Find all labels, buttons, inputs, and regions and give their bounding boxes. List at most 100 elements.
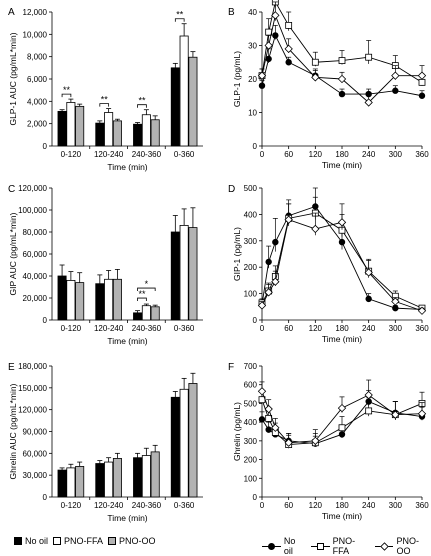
y-tick-label: 120,000 — [18, 184, 47, 193]
x-tick-label: 240 — [362, 324, 376, 333]
x-tick-label: 240-360 — [132, 501, 162, 510]
bar — [170, 67, 180, 147]
x-tick-label: 240 — [362, 501, 376, 510]
data-point — [257, 387, 267, 396]
bar — [104, 278, 114, 321]
bar — [141, 114, 151, 147]
x-tick-label: 240-360 — [132, 324, 162, 333]
data-point — [338, 57, 346, 64]
x-axis-title: Time (min) — [107, 513, 147, 523]
data-point — [265, 414, 273, 422]
data-point — [271, 277, 280, 286]
panel-letter: C — [8, 184, 15, 195]
x-tick-label: 0-360 — [174, 501, 195, 510]
y-tick-label: 100 — [244, 290, 258, 299]
panel-letter: E — [8, 362, 15, 373]
bar — [112, 458, 122, 498]
open-diamond-marker-icon — [374, 541, 394, 551]
data-point — [264, 288, 273, 297]
y-tick-label: 20 — [248, 75, 257, 84]
y-tick-label: 300 — [244, 237, 258, 246]
bar-legend-label: No oil — [25, 536, 49, 546]
open-square-marker-icon — [310, 542, 330, 551]
y-tick-label: 150,000 — [18, 384, 47, 393]
line-legend-label: No oil — [283, 536, 296, 556]
x-axis-title: Time (min) — [107, 162, 147, 172]
y-tick-label: 400 — [244, 210, 258, 219]
x-tick-label: 120-240 — [94, 150, 124, 159]
y-tick-label: 120,000 — [18, 406, 47, 415]
y-tick-label: 200 — [244, 456, 258, 465]
y-tick-label: 90,000 — [23, 428, 48, 437]
data-point — [311, 436, 320, 446]
y-tick-label: 700 — [244, 362, 258, 371]
data-point — [365, 295, 372, 303]
data-point — [258, 82, 266, 89]
data-point — [392, 87, 399, 94]
bar — [179, 35, 189, 147]
data-point — [364, 268, 373, 277]
data-point — [391, 410, 400, 419]
significance-bracket — [61, 93, 72, 98]
line-legend-item-pno-ffa: PNO-FFA — [310, 536, 370, 556]
x-tick-label: 240 — [362, 150, 376, 159]
y-tick-label: 30,000 — [23, 471, 48, 480]
data-point — [338, 431, 346, 438]
significance-label: ** — [101, 95, 109, 105]
bar — [95, 122, 105, 147]
data-point — [258, 416, 266, 423]
y-tick-label: 4,000 — [27, 97, 48, 106]
bar — [95, 283, 105, 321]
x-axis-title: Time (min) — [322, 160, 362, 170]
x-tick-label: 0-120 — [61, 501, 82, 510]
y-axis-title: Ghrelin AUC (pg/mL*min) — [8, 383, 18, 479]
panel-letter: D — [228, 184, 235, 195]
bar — [66, 467, 76, 498]
y-tick-label: 6,000 — [27, 75, 48, 84]
x-tick-label: 0-120 — [61, 324, 82, 333]
bar — [104, 112, 114, 147]
gray-swatch-icon — [108, 537, 117, 545]
y-tick-label: 600 — [244, 381, 258, 390]
data-point — [311, 58, 319, 66]
filled-circle-marker-icon — [262, 542, 281, 551]
data-point — [391, 71, 400, 80]
x-tick-label: 120 — [309, 501, 323, 510]
y-tick-label: 2,000 — [27, 120, 48, 129]
data-point — [364, 98, 373, 107]
data-point — [337, 218, 347, 227]
y-tick-label: 10 — [248, 109, 257, 118]
line-legend-item-no-oil: No oil — [262, 536, 306, 556]
data-point — [271, 423, 280, 432]
bar — [66, 279, 76, 321]
data-point — [272, 238, 279, 246]
y-tick-label: 12,000 — [23, 8, 48, 17]
bar — [75, 466, 85, 498]
x-tick-label: 0-360 — [174, 324, 195, 333]
data-point — [338, 424, 346, 432]
bar — [170, 396, 180, 498]
white-swatch-icon — [53, 537, 62, 545]
x-tick-label: 300 — [389, 150, 403, 159]
data-point — [272, 32, 279, 39]
data-point — [257, 301, 267, 310]
y-tick-label: 100 — [244, 474, 258, 483]
bar — [150, 306, 160, 321]
bar — [179, 224, 189, 321]
y-axis-title: GLP-1 AUC (pg/mL*min) — [8, 32, 18, 125]
bar — [141, 455, 151, 498]
x-tick-label: 300 — [389, 324, 403, 333]
data-point — [417, 409, 427, 418]
y-axis-title: Ghrelin (pg/mL) — [232, 402, 242, 461]
bar — [188, 56, 198, 147]
data-point — [265, 55, 272, 63]
x-tick-label: 60 — [284, 150, 293, 159]
data-point — [365, 407, 373, 415]
significance-label: ** — [138, 289, 146, 299]
panel-letter: B — [228, 7, 235, 18]
data-point — [264, 404, 273, 414]
significance-bracket — [137, 287, 156, 292]
x-axis-title: Time (min) — [107, 336, 147, 346]
x-tick-label: 120-240 — [94, 501, 124, 510]
y-tick-label: 400 — [244, 418, 258, 427]
